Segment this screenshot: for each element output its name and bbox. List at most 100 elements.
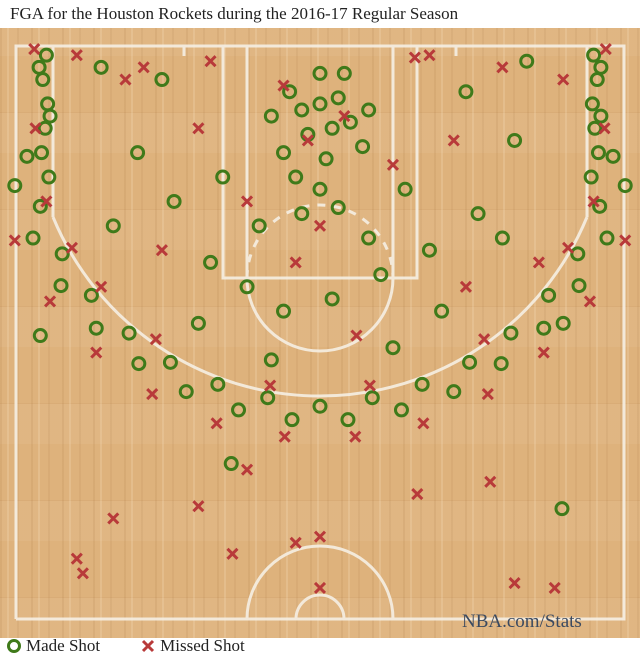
made-shot-point [41, 169, 57, 185]
made-shot-point [571, 278, 587, 294]
made-shot-point [503, 325, 519, 341]
missed-shot-point [484, 475, 497, 488]
missed-shot-point [619, 234, 632, 247]
missed-shot-point [350, 329, 363, 342]
missed-shot-point [289, 256, 302, 269]
made-shot-point [586, 47, 602, 63]
made-shot-point [587, 120, 603, 136]
made-shot-point [35, 72, 51, 88]
missed-shot-point [496, 61, 509, 74]
missed-shot-point [146, 388, 159, 401]
made-shot-point [536, 320, 552, 336]
made-shot-point [130, 145, 146, 161]
made-shot-point [373, 267, 389, 283]
missed-shot-point [599, 42, 612, 56]
made-shot-point [541, 287, 557, 303]
made-shot-point [554, 501, 570, 517]
made-shot-point [589, 72, 605, 88]
missed-shot-point [240, 463, 254, 476]
missed-shot-point [107, 512, 120, 525]
missed-shot-point [70, 552, 83, 565]
made-shot-point [260, 390, 276, 406]
missed-shot-point [155, 244, 168, 257]
made-shot-point [446, 384, 462, 400]
made-shot-point [282, 84, 298, 100]
made-shot-point [312, 181, 328, 197]
missed-shot-point [70, 49, 83, 62]
made-shot-point [276, 303, 292, 319]
made-shot-point [361, 102, 377, 118]
made-shot-point [32, 328, 48, 344]
made-shot-point [93, 59, 109, 75]
made-shot-point [584, 96, 600, 112]
shot-chart [7, 42, 633, 621]
made-shot-point [421, 242, 437, 258]
missed-shot-point [119, 73, 132, 86]
missed-shot-point [583, 295, 597, 308]
missed-shot-point [587, 195, 600, 208]
missed-shot-point [192, 500, 205, 513]
missed-shot-point [43, 295, 57, 308]
made-shot-point [393, 402, 409, 418]
missed-shot-point [338, 110, 351, 123]
missed-shot-point [459, 280, 472, 293]
made-shot-point [355, 139, 371, 155]
missed-shot-point [386, 158, 400, 171]
made-shot-point [105, 218, 121, 234]
made-shot-point [83, 287, 99, 303]
court-lines [14, 44, 626, 621]
made-shot-circle-icon [7, 639, 21, 653]
missed-shot-point [28, 42, 41, 56]
made-shot-point [617, 178, 633, 194]
missed-shots-layer [8, 42, 632, 594]
missed-shot-point [95, 280, 108, 293]
made-shot-point [570, 246, 586, 262]
missed-shot-point [411, 487, 424, 501]
made-shot-point [231, 402, 247, 418]
missed-shot-point [301, 134, 314, 147]
legend-label-missed: Missed Shot [160, 636, 245, 655]
paint-outer [221, 44, 419, 280]
court-plot-area: NBA.com/Stats [0, 28, 640, 638]
missed-shot-point [289, 536, 302, 549]
made-shot-point [294, 102, 310, 118]
made-shot-point [361, 230, 377, 246]
made-shot-point [288, 169, 304, 185]
made-shot-point [330, 200, 346, 216]
missed-shot-point [562, 241, 575, 254]
made-shot-point [590, 145, 606, 161]
made-shot-point [25, 230, 41, 246]
made-shot-point [37, 120, 53, 136]
made-shot-point [19, 148, 35, 164]
made-shot-point [263, 108, 279, 124]
made-shot-point [223, 456, 239, 472]
made-shot-point [239, 279, 255, 295]
missed-shot-point [417, 417, 430, 430]
missed-shot-point [76, 567, 89, 580]
missed-shot-point [349, 430, 362, 443]
missed-shot-point [548, 581, 561, 594]
made-shot-point [215, 169, 231, 185]
made-shot-point [434, 303, 450, 319]
made-shot-point [462, 354, 478, 370]
missed-shot-point [478, 333, 491, 346]
missed-shot-point [226, 547, 239, 560]
made-shot-point [162, 354, 178, 370]
made-shot-point [599, 230, 615, 246]
nba-stats-watermark: NBA.com/Stats [462, 611, 582, 632]
missed-shot-point [508, 576, 521, 590]
made-shot-point [340, 412, 356, 428]
made-shot-point [330, 90, 346, 106]
made-shot-point [7, 178, 23, 194]
made-shot-point [555, 315, 571, 331]
made-shot-point [131, 356, 147, 372]
made-shot-point [263, 352, 279, 368]
missed-shot-point [8, 234, 21, 247]
made-shot-point [203, 254, 219, 270]
missed-shot-point [65, 241, 78, 254]
missed-shot-point [149, 333, 162, 346]
made-shot-point [121, 325, 137, 341]
made-shot-point [88, 320, 104, 336]
missed-shot-point [313, 581, 327, 594]
made-shot-point [324, 120, 340, 136]
